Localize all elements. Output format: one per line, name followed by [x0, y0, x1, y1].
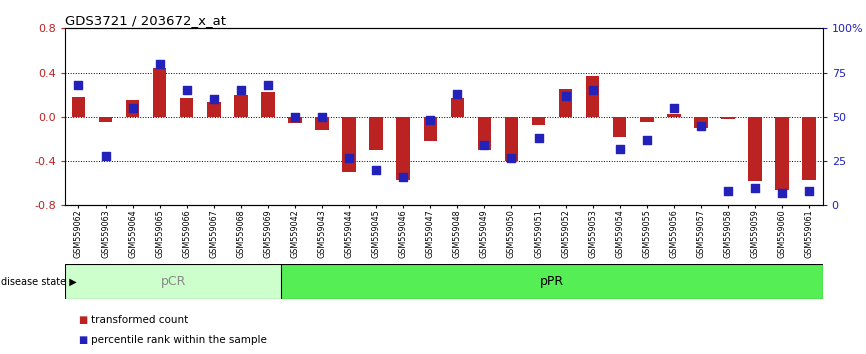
- Bar: [281, 264, 823, 299]
- Point: [180, 87, 194, 93]
- Bar: [423, 117, 437, 141]
- Point: [450, 91, 464, 97]
- Bar: [667, 114, 681, 117]
- Bar: [505, 117, 518, 161]
- Text: transformed count: transformed count: [91, 315, 188, 325]
- Point: [342, 155, 356, 160]
- Bar: [478, 117, 491, 150]
- Bar: [342, 117, 356, 172]
- Point: [99, 153, 113, 159]
- Point: [234, 87, 248, 93]
- Point: [369, 167, 383, 173]
- Point: [315, 114, 329, 120]
- Bar: [65, 264, 281, 299]
- Point: [72, 82, 86, 88]
- Point: [288, 114, 302, 120]
- Bar: [748, 117, 762, 181]
- Point: [721, 188, 735, 194]
- Bar: [613, 117, 626, 137]
- Point: [261, 82, 275, 88]
- Text: pCR: pCR: [160, 275, 186, 288]
- Text: pPR: pPR: [540, 275, 564, 288]
- Bar: [288, 117, 301, 124]
- Bar: [153, 68, 166, 117]
- Point: [559, 93, 572, 98]
- Point: [640, 137, 654, 143]
- Bar: [99, 117, 113, 122]
- Text: percentile rank within the sample: percentile rank within the sample: [91, 335, 267, 345]
- Text: ■: ■: [78, 335, 87, 345]
- Bar: [775, 117, 789, 190]
- Point: [397, 174, 410, 180]
- Text: ■: ■: [78, 315, 87, 325]
- Bar: [207, 102, 221, 117]
- Point: [694, 123, 708, 129]
- Text: disease state ▶: disease state ▶: [1, 276, 76, 286]
- Bar: [803, 117, 816, 180]
- Point: [667, 105, 681, 111]
- Point: [613, 146, 627, 152]
- Point: [423, 118, 437, 123]
- Bar: [532, 117, 546, 125]
- Bar: [695, 117, 708, 128]
- Bar: [262, 92, 275, 117]
- Bar: [640, 117, 654, 122]
- Bar: [180, 98, 193, 117]
- Point: [477, 142, 491, 148]
- Bar: [315, 117, 329, 130]
- Bar: [126, 100, 139, 117]
- Point: [126, 105, 139, 111]
- Point: [585, 87, 599, 93]
- Bar: [234, 95, 248, 117]
- Point: [152, 61, 166, 67]
- Bar: [586, 76, 599, 117]
- Text: GDS3721 / 203672_x_at: GDS3721 / 203672_x_at: [65, 14, 226, 27]
- Bar: [450, 98, 464, 117]
- Point: [748, 185, 762, 190]
- Bar: [559, 89, 572, 117]
- Point: [532, 135, 546, 141]
- Bar: [370, 117, 383, 150]
- Point: [802, 188, 816, 194]
- Point: [207, 96, 221, 102]
- Point: [775, 190, 789, 196]
- Bar: [721, 117, 734, 119]
- Bar: [72, 97, 85, 117]
- Bar: [397, 117, 410, 180]
- Point: [505, 155, 519, 160]
